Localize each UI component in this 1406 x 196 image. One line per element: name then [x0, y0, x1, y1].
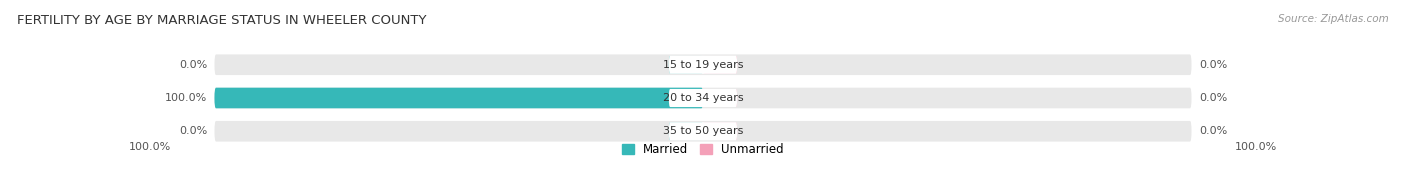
Text: 0.0%: 0.0% — [1199, 93, 1227, 103]
Text: 100.0%: 100.0% — [129, 142, 172, 152]
FancyBboxPatch shape — [669, 56, 737, 74]
FancyBboxPatch shape — [669, 89, 703, 107]
FancyBboxPatch shape — [703, 122, 737, 140]
Text: 100.0%: 100.0% — [1234, 142, 1277, 152]
Text: 100.0%: 100.0% — [165, 93, 207, 103]
FancyBboxPatch shape — [703, 56, 737, 74]
FancyBboxPatch shape — [215, 88, 1191, 108]
FancyBboxPatch shape — [215, 121, 1191, 142]
Text: 0.0%: 0.0% — [179, 60, 207, 70]
FancyBboxPatch shape — [669, 122, 703, 140]
Text: 0.0%: 0.0% — [179, 126, 207, 136]
FancyBboxPatch shape — [669, 122, 737, 140]
Text: 0.0%: 0.0% — [1199, 60, 1227, 70]
Legend: Married, Unmarried: Married, Unmarried — [621, 143, 785, 156]
Text: FERTILITY BY AGE BY MARRIAGE STATUS IN WHEELER COUNTY: FERTILITY BY AGE BY MARRIAGE STATUS IN W… — [17, 14, 426, 27]
Text: 0.0%: 0.0% — [1199, 126, 1227, 136]
FancyBboxPatch shape — [669, 56, 703, 74]
FancyBboxPatch shape — [215, 54, 1191, 75]
Text: 15 to 19 years: 15 to 19 years — [662, 60, 744, 70]
Text: Source: ZipAtlas.com: Source: ZipAtlas.com — [1278, 14, 1389, 24]
FancyBboxPatch shape — [669, 89, 737, 107]
Text: 20 to 34 years: 20 to 34 years — [662, 93, 744, 103]
FancyBboxPatch shape — [215, 88, 703, 108]
Text: 35 to 50 years: 35 to 50 years — [662, 126, 744, 136]
FancyBboxPatch shape — [703, 89, 737, 107]
